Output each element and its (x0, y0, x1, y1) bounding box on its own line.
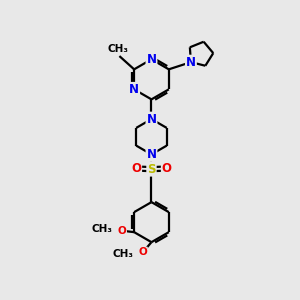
Text: O: O (138, 248, 147, 257)
Text: N: N (146, 53, 157, 66)
Text: N: N (146, 148, 157, 161)
Text: O: O (117, 226, 126, 236)
Text: O: O (162, 162, 172, 175)
Text: N: N (129, 83, 139, 96)
Text: N: N (146, 112, 157, 126)
Text: S: S (147, 163, 156, 176)
Text: CH₃: CH₃ (107, 44, 128, 54)
Text: CH₃: CH₃ (91, 224, 112, 235)
Text: O: O (131, 162, 141, 175)
Text: N: N (186, 56, 196, 69)
Text: CH₃: CH₃ (113, 249, 134, 259)
